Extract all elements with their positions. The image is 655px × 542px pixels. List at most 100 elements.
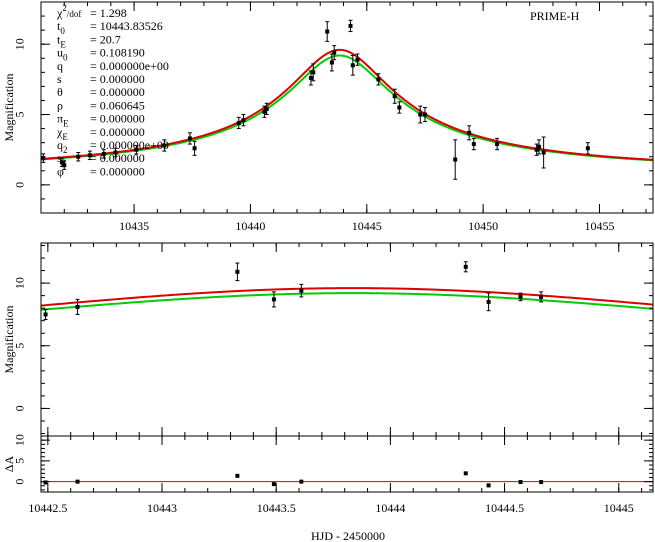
param-line: s2 [57, 151, 66, 168]
zoom-point [539, 294, 544, 299]
full-point [308, 75, 313, 80]
param-line: t0 [57, 19, 65, 36]
full-point [162, 143, 167, 148]
param-value: = 0.000000 [90, 112, 145, 126]
full-point [264, 106, 269, 111]
zoom-point [463, 264, 468, 269]
x-axis-label: HJD - 2450000 [311, 529, 385, 542]
full-point [76, 154, 81, 159]
param-value: = 0.000000 [90, 72, 145, 86]
full-point [355, 57, 360, 62]
zoom-point [271, 297, 276, 302]
full-ytick-label: 0 [13, 182, 27, 188]
zoom-point [518, 294, 523, 299]
param-line: u0 [57, 46, 68, 63]
param-line: q [57, 59, 63, 73]
full-point [192, 146, 197, 151]
residual-ylabel: ΔA [2, 455, 16, 472]
full-point [236, 120, 241, 125]
full-point [262, 109, 267, 114]
full-point [534, 147, 539, 152]
residual-xtick-label: 10443.5 [257, 501, 296, 515]
full-xtick-label: 10440 [235, 219, 265, 233]
full-xtick-label: 10455 [584, 219, 614, 233]
residual-point [486, 483, 491, 488]
full-point [536, 144, 541, 149]
full-point [495, 142, 500, 147]
full-point [241, 118, 246, 123]
full-xtick-label: 10450 [468, 219, 498, 233]
residual-point [75, 479, 80, 484]
full-ylabel: Magnification [2, 74, 16, 142]
full-red-model-line [41, 48, 653, 161]
zoom-point [486, 299, 491, 304]
zoom-ytick-label: 5 [13, 343, 27, 349]
residual-frame [40, 435, 654, 493]
residual-ytick-label: 5 [13, 458, 27, 464]
full-point [62, 163, 67, 168]
zoom-ylabel: Magnification [2, 306, 16, 374]
zoom-plot-area [41, 261, 653, 320]
residual-xtick-label: 10442.5 [28, 501, 67, 515]
full-point [101, 151, 106, 156]
param-value: = 0.000000 [90, 85, 145, 99]
residual-xtick-label: 10443 [147, 501, 177, 515]
param-value: = 0.060645 [90, 98, 145, 112]
param-line: φ [57, 164, 64, 178]
full-point [41, 156, 46, 161]
param-line: s [57, 72, 62, 86]
full-plot-area [41, 19, 653, 180]
full-point [471, 142, 476, 147]
residual-point [43, 480, 48, 485]
residual-ytick-label: 0 [13, 479, 27, 485]
residual-point [299, 479, 304, 484]
zoom-red-model-line [41, 287, 653, 307]
param-line: tE [57, 32, 66, 49]
zoom-frame [40, 242, 654, 437]
full-point [87, 153, 92, 158]
param-value: = 20.7 [90, 32, 121, 46]
full-point [332, 50, 337, 55]
zoom-point [235, 269, 240, 274]
dataset-label: PRIME-H [530, 9, 580, 23]
full-ytick-label: 5 [13, 112, 27, 118]
full-point [59, 160, 64, 165]
param-line: q2 [57, 138, 68, 155]
residual-xtick-label: 10444 [375, 501, 405, 515]
full-point [113, 150, 118, 155]
full-point [329, 60, 334, 65]
residual-point [539, 480, 544, 485]
residual-ytick-label: 10 [13, 434, 27, 446]
full-point [422, 112, 427, 117]
residual-point [463, 471, 468, 476]
param-line: πE [57, 112, 69, 129]
param-value: = 1.298 [90, 6, 127, 20]
full-xtick-label: 10435 [119, 219, 149, 233]
param-value: = 0.108190 [90, 46, 145, 60]
full-point [541, 150, 546, 155]
residual-xtick-label: 10444.5 [485, 501, 524, 515]
param-line: χ2/dof [56, 3, 81, 20]
residual-point [271, 482, 276, 487]
panel-residual: 10442.5 10443 10443.5 10444 10444.5 10445 0 5 10… [2, 434, 654, 515]
full-frame [40, 1, 654, 214]
residual-point [518, 480, 523, 485]
full-point [376, 77, 381, 82]
param-value: = 0.000000 [90, 125, 145, 139]
residual-point [235, 473, 240, 478]
full-point [187, 136, 192, 141]
param-line: θ [57, 85, 63, 99]
full-ytick-label: 10 [13, 38, 27, 50]
full-point [397, 105, 402, 110]
param-value: = 0.000000e+00 [90, 59, 169, 73]
full-point [350, 63, 355, 68]
zoom-point [75, 304, 80, 309]
panel-zoom: 0 5 10 Magnification [2, 242, 654, 437]
param-value: = 0.000000 [90, 164, 145, 178]
zoom-green-model-line [41, 292, 653, 311]
full-point [467, 130, 472, 135]
full-point [453, 157, 458, 162]
full-xtick-label: 10445 [352, 219, 382, 233]
full-point [325, 29, 330, 34]
full-point [134, 147, 139, 152]
